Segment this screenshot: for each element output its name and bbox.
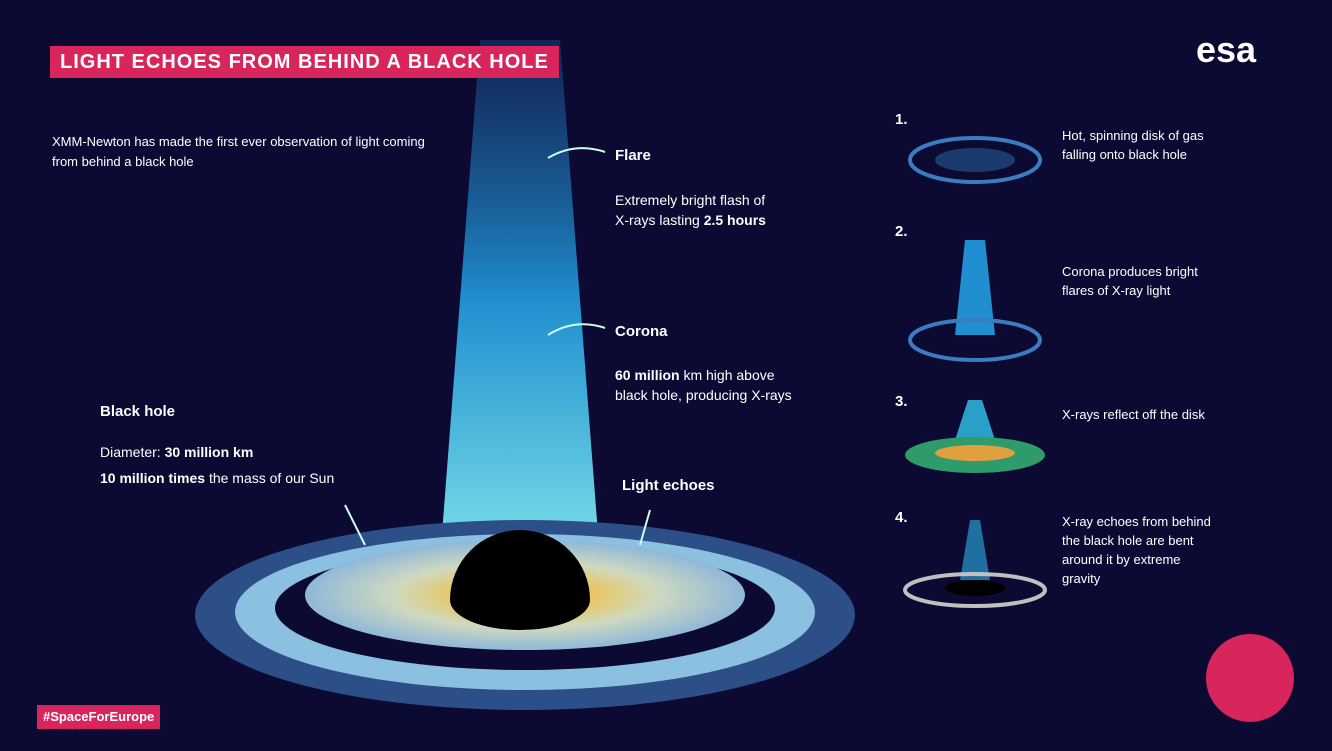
- black-hole-line: 10 million times the mass of our Sun: [100, 468, 334, 488]
- text-part: 2.5 hours: [704, 212, 766, 228]
- step-number: 4.: [895, 508, 908, 528]
- step-text: Corona produces bright flares of X-ray l…: [1062, 262, 1212, 300]
- flare-label: Flare: [615, 146, 651, 166]
- black-hole-line: Diameter: 30 million km: [100, 442, 253, 462]
- logo: esa: [1196, 40, 1256, 60]
- step-2-icon: [910, 240, 1040, 360]
- corona-label: Corona: [615, 322, 668, 342]
- text-part: the mass of our Sun: [209, 470, 334, 486]
- step-text: X-rays reflect off the disk: [1062, 405, 1212, 424]
- step-4-icon: [905, 520, 1045, 606]
- step-3-icon: [905, 400, 1045, 473]
- page: {"header": {"title": "LIGHT ECHOES FROM …: [0, 0, 1332, 751]
- title: LIGHT ECHOES FROM BEHIND A BLACK HOLE: [50, 46, 559, 78]
- step-1-icon: [910, 138, 1040, 182]
- step-number: 3.: [895, 392, 908, 412]
- intro: XMM-Newton has made the first ever obser…: [52, 132, 452, 172]
- text-part: 10 million times: [100, 470, 205, 486]
- badge: [1206, 634, 1294, 722]
- step-number: 2.: [895, 222, 908, 242]
- black-hole-base: [450, 570, 590, 630]
- hashtag: #SpaceForEurope: [37, 705, 160, 729]
- corona-description: 60 million km high above black hole, pro…: [615, 365, 795, 405]
- step-number: 1.: [895, 110, 908, 130]
- black-hole-label: Black hole: [100, 402, 175, 422]
- text-part: Diameter:: [100, 444, 161, 460]
- light-echoes-label: Light echoes: [622, 476, 715, 496]
- text-part: 30 million km: [165, 444, 254, 460]
- text-part: 60 million: [615, 367, 680, 383]
- step-text: Hot, spinning disk of gas falling onto b…: [1062, 126, 1212, 164]
- step-text: X-ray echoes from behind the black hole …: [1062, 512, 1212, 588]
- flare-description: Extremely bright flash of X-rays lasting…: [615, 190, 775, 230]
- infographic: LIGHT ECHOES FROM BEHIND A BLACK HOLE es…: [0, 0, 1332, 751]
- x-ray-beam: [440, 40, 600, 560]
